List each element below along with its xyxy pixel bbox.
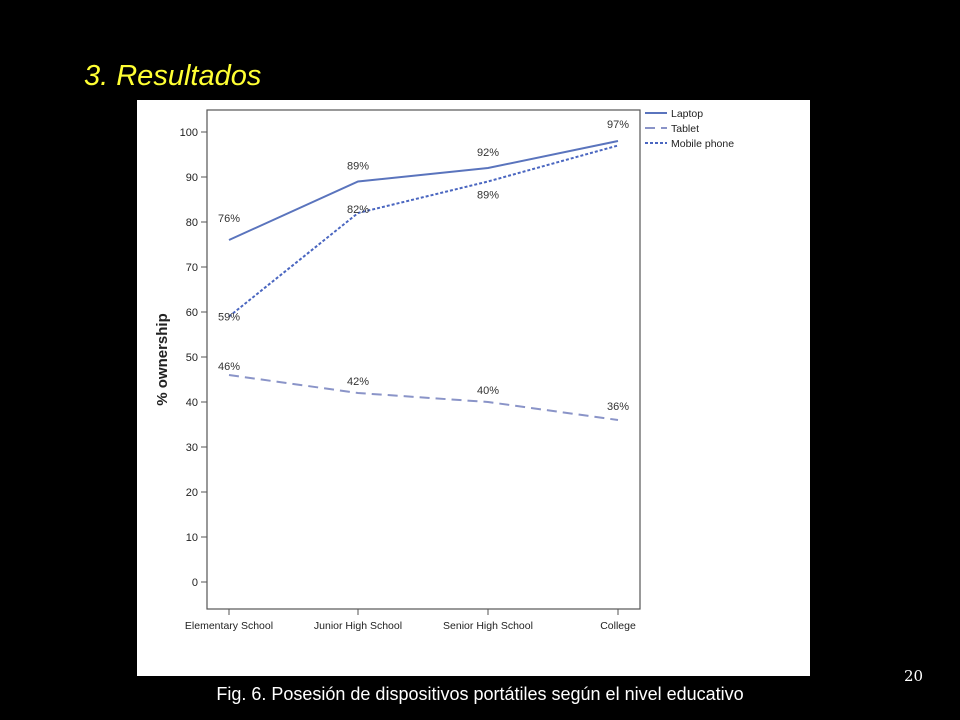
y-tick-label: 20 <box>186 487 198 499</box>
data-label: 82% <box>347 204 369 216</box>
data-label: 97% <box>607 119 629 131</box>
y-tick-label: 0 <box>192 577 198 589</box>
legend-label: Mobile phone <box>671 138 734 150</box>
plot-frame <box>206 109 641 610</box>
x-tick-label: College <box>600 620 636 632</box>
y-axis-label: % ownership <box>154 313 171 406</box>
legend-label: Laptop <box>671 108 703 120</box>
y-tick-label: 80 <box>186 217 198 229</box>
data-label: 92% <box>477 147 499 159</box>
y-tick-label: 40 <box>186 397 198 409</box>
y-tick-label: 70 <box>186 262 198 274</box>
chart-panel: 0 10 20 30 40 50 60 70 80 90 100 Elementary School J… <box>137 100 810 676</box>
data-label: 89% <box>477 190 499 202</box>
x-tick-label: Senior High School <box>443 620 533 632</box>
slide-title: 3. Resultados <box>84 60 262 92</box>
y-tick-label: 10 <box>186 532 198 544</box>
data-label: 36% <box>607 401 629 413</box>
series-line-laptop <box>228 140 619 241</box>
y-tick-label: 100 <box>180 127 198 139</box>
x-tick-label: Junior High School <box>314 620 402 632</box>
data-label: 76% <box>218 213 240 225</box>
figure-caption: Fig. 6. Posesión de dispositivos portáti… <box>216 684 744 704</box>
x-tick-label: Elementary School <box>185 620 273 632</box>
series-line-tablet <box>228 374 619 421</box>
y-tick-label: 90 <box>186 172 198 184</box>
data-label: 89% <box>347 161 369 173</box>
y-tick-label: 50 <box>186 352 198 364</box>
line-chart: 0 10 20 30 40 50 60 70 80 90 100 Elementary School J… <box>154 108 734 632</box>
data-label: 46% <box>218 361 240 373</box>
y-tick-label: 60 <box>186 307 198 319</box>
legend-label: Tablet <box>671 123 699 135</box>
data-label: 59% <box>218 312 240 324</box>
data-label: 40% <box>477 385 499 397</box>
page-number: 20 <box>904 667 924 685</box>
y-tick-label: 30 <box>186 442 198 454</box>
series-line-mobile-phone <box>228 144 619 318</box>
data-label: 42% <box>347 376 369 388</box>
